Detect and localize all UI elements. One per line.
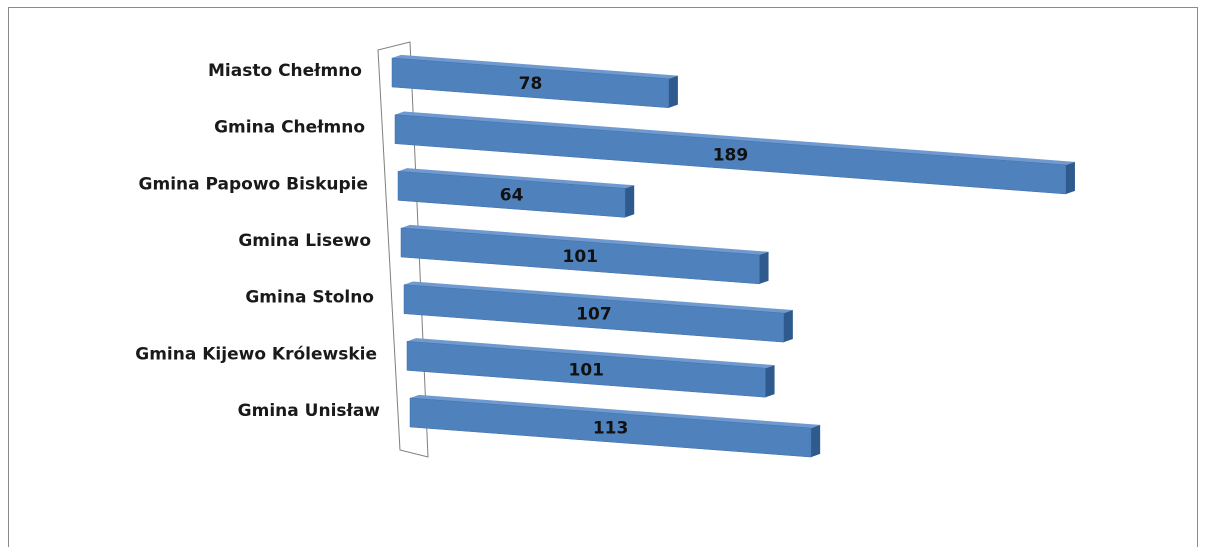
category-label: Gmina Papowo Biskupie <box>139 174 368 194</box>
bar-top-face <box>404 281 793 314</box>
bar-end-face <box>668 75 678 108</box>
bar: 101 <box>406 338 775 398</box>
category-label: Gmina Chełmno <box>214 118 365 138</box>
bar-top-face <box>410 394 821 429</box>
category-label: Gmina Stolno <box>245 288 374 308</box>
bar-top-face <box>407 338 775 369</box>
bar-top-face <box>398 168 635 189</box>
bar: 78 <box>391 54 678 109</box>
axis-wall <box>377 41 429 458</box>
category-label: Miasto Chełmno <box>208 61 362 81</box>
bar: 113 <box>409 394 821 458</box>
bar-end-face <box>625 185 635 218</box>
bar-top-face <box>392 54 678 79</box>
bar-top-face <box>401 224 769 255</box>
bar-end-face <box>811 424 821 458</box>
data-label: 78 <box>519 74 543 94</box>
data-label: 101 <box>563 247 599 267</box>
axis-wall-outline <box>377 41 429 458</box>
data-label: 113 <box>593 419 629 439</box>
chart-area <box>8 7 1198 547</box>
bar: 189 <box>394 111 1075 195</box>
data-label: 64 <box>500 185 524 205</box>
bar-end-face <box>1065 161 1075 194</box>
data-label: 101 <box>569 360 605 380</box>
data-label: 189 <box>713 145 749 165</box>
bar-end-face <box>765 365 775 398</box>
bar-end-face <box>759 251 769 284</box>
data-label: 107 <box>576 304 612 324</box>
category-label: Gmina Unisław <box>238 401 381 421</box>
bars-group: 78 189 64 101 107 101 113 <box>391 54 1075 458</box>
bar: 64 <box>397 168 635 218</box>
bar: 107 <box>403 281 793 343</box>
bar-end-face <box>783 310 793 343</box>
bar: 101 <box>400 224 769 285</box>
bar-top-face <box>395 111 1075 165</box>
category-label: Gmina Lisewo <box>238 231 371 251</box>
category-label: Gmina Kijewo Królewskie <box>135 344 377 364</box>
category-labels-group: Miasto Chełmno Gmina Chełmno Gmina Papowo … <box>135 61 380 421</box>
